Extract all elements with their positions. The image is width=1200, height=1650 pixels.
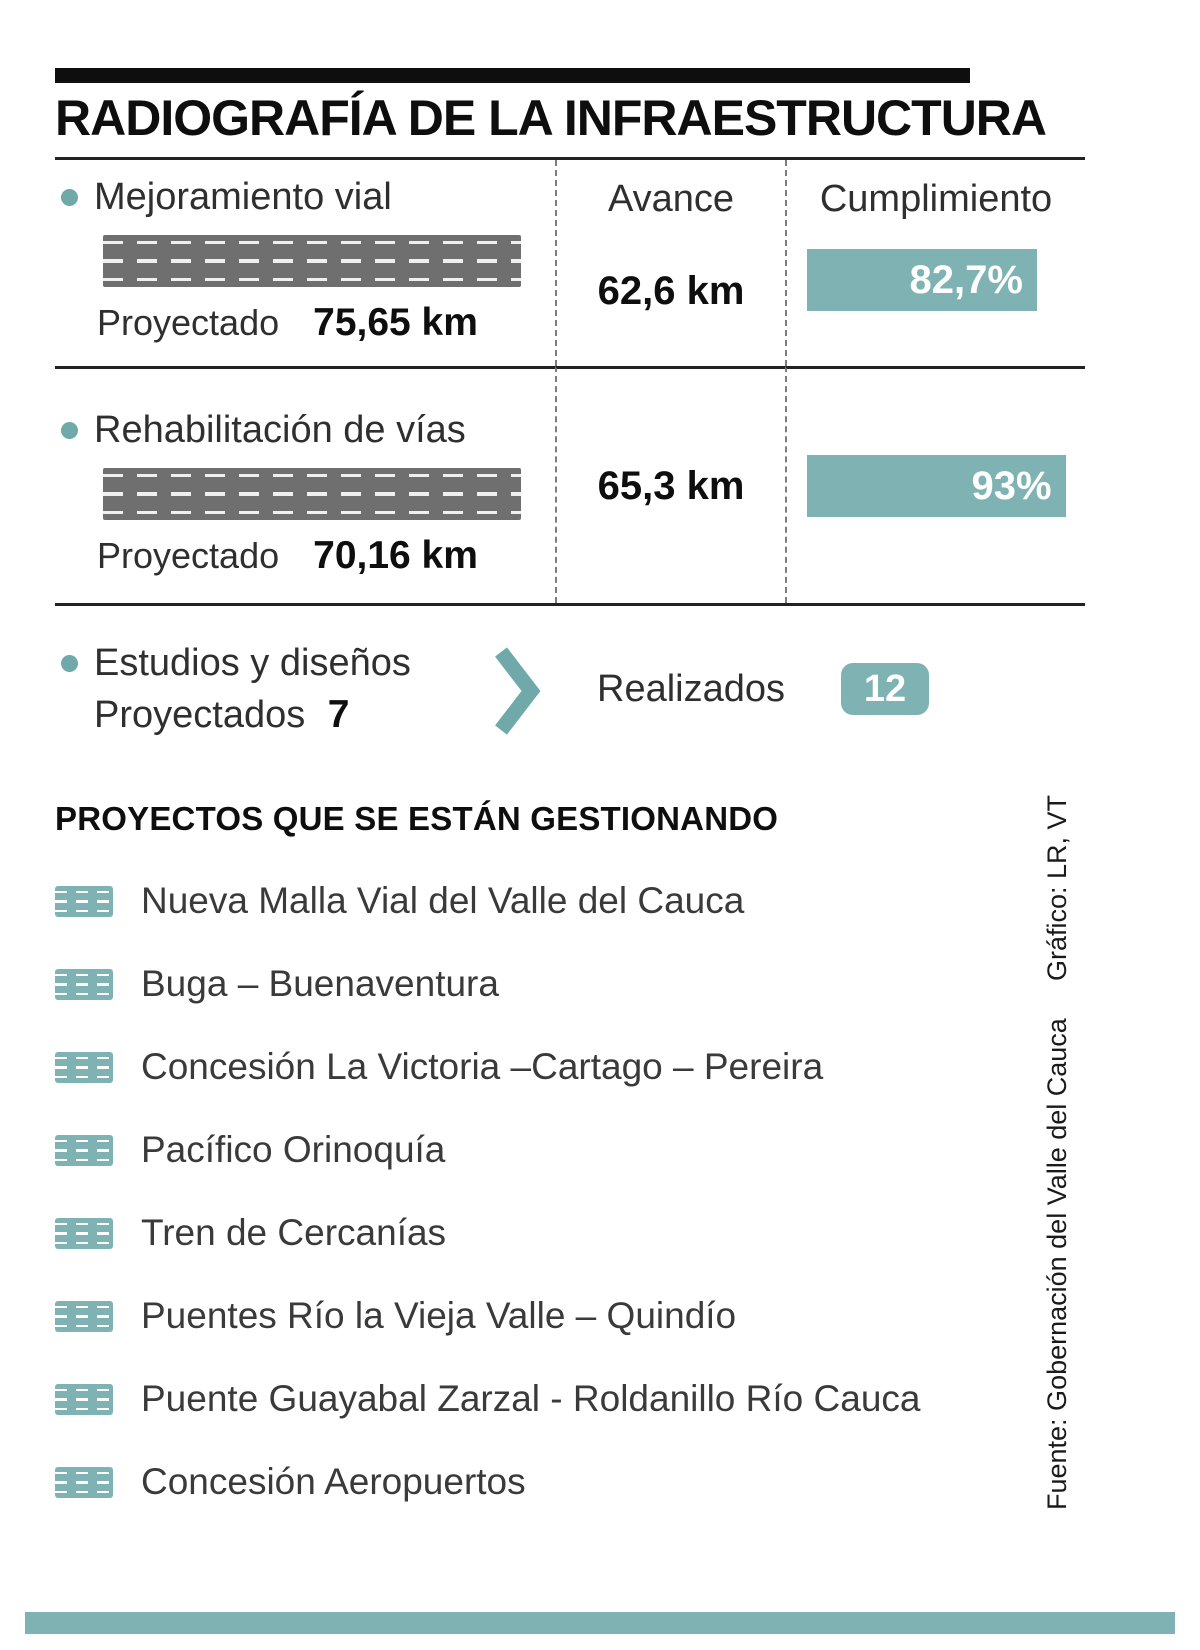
proyectado-value: 75,65 km: [313, 301, 478, 344]
project-item: Buga – Buenaventura: [55, 963, 1085, 1004]
bottom-accent-bar: [25, 1612, 1175, 1634]
metrics-table: Mejoramiento vial Proyectado 75,65 km Av…: [55, 160, 1085, 606]
project-label: Concesión Aeropuertos: [141, 1461, 526, 1502]
avance-column-header: Avance: [607, 178, 735, 220]
estudios-proyectados-line: Proyectados 7: [94, 693, 493, 737]
header-rule: [55, 157, 1085, 160]
estudios-header: Estudios y diseños: [61, 642, 493, 685]
cell-cumplimiento-mejoramiento: Cumplimiento 82,7%: [785, 160, 1085, 366]
estudios-label: Estudios y diseños: [94, 641, 411, 684]
row-label: Rehabilitación de vías: [94, 409, 466, 451]
row-mejoramiento: Mejoramiento vial Proyectado 75,65 km: [55, 160, 555, 366]
cumplimiento-bar-track: 93%: [807, 455, 1085, 517]
project-item: Concesión La Victoria –Cartago – Pereira: [55, 1046, 1085, 1087]
realizados-label: Realizados: [597, 667, 785, 710]
graphic-credit: Gráfico: LR, VT: [1042, 794, 1072, 981]
top-accent-bar: [55, 68, 970, 83]
estudios-left: Estudios y diseños Proyectados 7: [61, 642, 493, 737]
cell-avance-mejoramiento: Avance 62,6 km: [555, 160, 785, 366]
row-rehabilitacion-header: Rehabilitación de vías: [61, 409, 555, 452]
source-credit: Fuente: Gobernación del Valle del Cauca: [1042, 1018, 1072, 1510]
project-item: Tren de Cercanías: [55, 1212, 1085, 1253]
row-label: Mejoramiento vial: [94, 176, 392, 218]
road-graphic-icon: [103, 235, 521, 287]
project-label: Puente Guayabal Zarzal - Roldanillo Río …: [141, 1378, 921, 1419]
cumplimiento-bar: 93%: [807, 455, 1066, 517]
road-icon: [55, 1300, 113, 1332]
project-label: Concesión La Victoria –Cartago – Pereira: [141, 1046, 824, 1087]
bullet-icon: [61, 654, 78, 672]
credits: Fuente: Gobernación del Valle del Cauca …: [1042, 770, 1082, 1510]
proyectados-label: Proyectados: [94, 693, 306, 736]
project-label: Pacífico Orinoquía: [141, 1129, 446, 1170]
bullet-icon: [61, 189, 78, 206]
projects-heading: PROYECTOS QUE SE ESTÁN GESTIONANDO: [55, 800, 779, 837]
project-label: Tren de Cercanías: [141, 1212, 447, 1253]
road-icon: [55, 885, 113, 917]
project-label: Puentes Río la Vieja Valle – Quindío: [141, 1295, 737, 1336]
row-rehabilitacion: Rehabilitación de vías Proyectado 70,16 …: [55, 366, 555, 603]
road-icon: [55, 1051, 113, 1083]
proyectado-value: 70,16 km: [313, 534, 478, 577]
chevron-right-icon: [495, 647, 541, 735]
project-item: Puente Guayabal Zarzal - Roldanillo Río …: [55, 1378, 1085, 1419]
proyectado-label: Proyectado: [97, 302, 280, 343]
road-icon: [55, 968, 113, 1000]
road-graphic-icon: [103, 468, 521, 520]
proyectado-line: Proyectado 70,16 km: [97, 534, 555, 578]
road-icon: [55, 1134, 113, 1166]
cumplimiento-bar: 82,7%: [807, 249, 1037, 311]
project-item: Pacífico Orinoquía: [55, 1129, 1085, 1170]
bullet-icon: [61, 422, 78, 439]
cell-avance-rehabilitacion: 65,3 km: [555, 366, 785, 603]
cumplimiento-bar-track: 82,7%: [807, 249, 1085, 311]
project-label: Nueva Malla Vial del Valle del Cauca: [141, 880, 745, 921]
project-item: Puentes Río la Vieja Valle – Quindío: [55, 1295, 1085, 1336]
project-item: Concesión Aeropuertos: [55, 1461, 1085, 1502]
infographic-content: RADIOGRAFÍA DE LA INFRAESTRUCTURA Mejora…: [55, 68, 1085, 1546]
avance-value: 62,6 km: [597, 269, 745, 313]
row-estudios: Estudios y diseños Proyectados 7 Realiza…: [55, 606, 1085, 748]
cell-cumplimiento-rehabilitacion: 93%: [785, 366, 1085, 603]
road-icon: [55, 1383, 113, 1415]
proyectados-value: 7: [327, 692, 350, 736]
project-label: Buga – Buenaventura: [141, 963, 499, 1004]
avance-value: 65,3 km: [597, 463, 745, 508]
project-item: Nueva Malla Vial del Valle del Cauca: [55, 880, 1085, 921]
proyectado-line: Proyectado 75,65 km: [97, 301, 555, 345]
page-title: RADIOGRAFÍA DE LA INFRAESTRUCTURA: [55, 90, 1047, 146]
proyectado-label: Proyectado: [97, 535, 280, 576]
road-icon: [55, 1466, 113, 1498]
cumplimiento-column-header: Cumplimiento: [819, 178, 1053, 220]
project-list: Nueva Malla Vial del Valle del Cauca Bug…: [55, 880, 1085, 1502]
road-icon: [55, 1217, 113, 1249]
row-mejoramiento-header: Mejoramiento vial: [61, 176, 555, 219]
realizados-badge: 12: [841, 663, 929, 715]
